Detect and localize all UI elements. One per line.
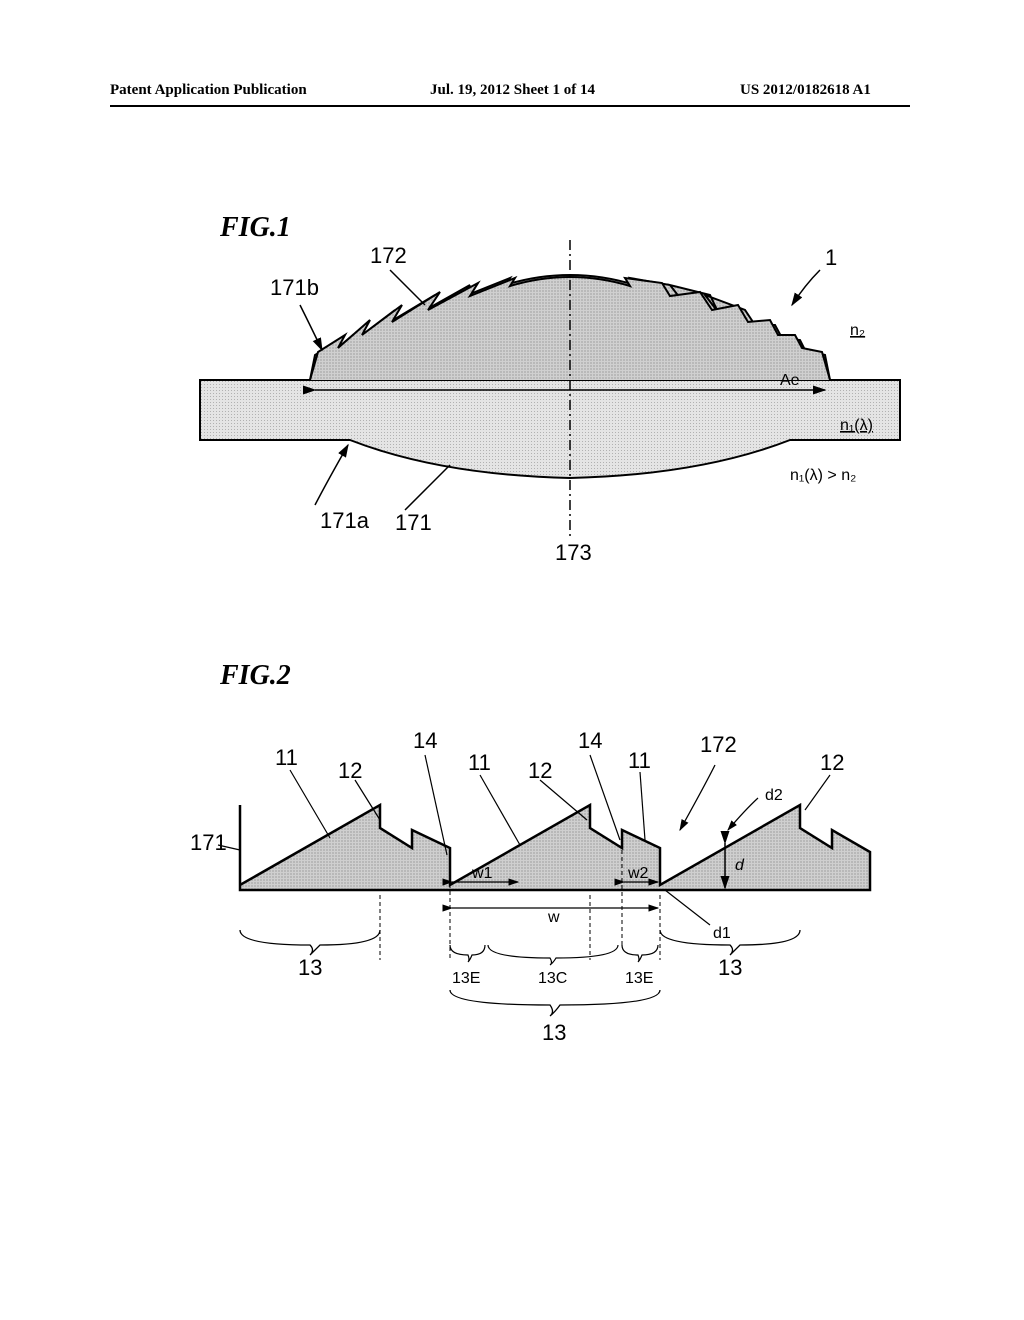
fig1-txt-n2: n₂ — [850, 322, 865, 339]
fig2-txt-d1: d1 — [713, 925, 731, 942]
fig2-l-11b — [480, 775, 520, 845]
fig2-l-11c — [640, 772, 645, 840]
fig1-leader-171b — [300, 305, 322, 350]
fig2-txt-w: w — [547, 909, 560, 926]
fig1-txt-173: 173 — [555, 540, 592, 565]
fig1-txt-ineq: n₁(λ) > n₂ — [790, 467, 856, 484]
fig2-brace-13-1 — [240, 930, 380, 955]
fig1-txt-ae: Ae — [780, 372, 800, 389]
fig2-txt-w1: w1 — [471, 865, 493, 882]
fig2-leader-172 — [680, 765, 715, 830]
fig2-txt-13b: 13 — [542, 1020, 566, 1045]
header-rule — [110, 105, 910, 107]
fig2-txt-11b: 11 — [468, 750, 491, 775]
fig2-txt-13c: 13 — [718, 955, 742, 980]
fig2-l-12c — [805, 775, 830, 810]
fig2-l-14b — [590, 755, 620, 840]
header-center: Jul. 19, 2012 Sheet 1 of 14 — [430, 82, 595, 99]
fig2-txt-11c: 11 — [628, 748, 651, 773]
fig1-txt-172: 172 — [370, 243, 407, 268]
fig2-d2-leader — [728, 798, 758, 830]
fig2-txt-171: 171 — [190, 830, 227, 855]
fig1-txt-n1: n₁(λ) — [840, 417, 873, 434]
fig2-txt-13a: 13 — [298, 955, 322, 980]
fig2-txt-12a: 12 — [338, 758, 362, 783]
fig2-body — [240, 805, 870, 890]
fig2-txt-14b: 14 — [578, 728, 602, 753]
fig2-txt-11a: 11 — [275, 745, 298, 770]
fig2-brace-13E2 — [622, 945, 658, 962]
fig2-txt-w2: w2 — [627, 865, 649, 882]
fig2-d1-leader — [665, 890, 710, 925]
fig2-txt-13E2: 13E — [625, 970, 653, 987]
fig2-txt-13E1: 13E — [452, 970, 480, 987]
fig2-txt-12b: 12 — [528, 758, 552, 783]
fig2-txt-13C: 13C — [538, 970, 567, 987]
fig2-txt-14a: 14 — [413, 728, 437, 753]
fig2-txt-d: d — [735, 857, 745, 874]
header-right: US 2012/0182618 A1 — [740, 82, 871, 99]
fig2-brace-13C — [488, 945, 618, 965]
fig1-leader-1 — [792, 270, 820, 305]
fig2-txt-d2: d2 — [765, 787, 783, 804]
fig1-leader-171a — [315, 445, 348, 505]
fig2-txt-12c: 12 — [820, 750, 844, 775]
fig2-diagram: 171 11 12 14 11 12 14 11 172 12 d2 d d1 … — [170, 690, 930, 1110]
fig1-diagram: 172 171b 1 n₂ Ae n₁(λ) n₁(λ) > n₂ 171a 1… — [170, 230, 930, 600]
fig2-brace-13-2 — [450, 990, 660, 1016]
fig1-txt-171a: 171a — [320, 508, 370, 533]
fig1-leader-172 — [390, 270, 425, 305]
fig2-txt-172: 172 — [700, 732, 737, 757]
fig2-l-11a — [290, 770, 330, 838]
fig1-txt-171b: 171b — [270, 275, 319, 300]
fig1-txt-171: 171 — [395, 510, 432, 535]
fig2-label: FIG.2 — [220, 660, 291, 692]
fig1-txt-1: 1 — [825, 245, 837, 270]
fig2-brace-13E1 — [450, 945, 485, 962]
fig1-leader-171 — [405, 465, 450, 510]
fig2-l-12b — [540, 780, 587, 820]
header-left: Patent Application Publication — [110, 82, 307, 99]
fig1-substrate — [200, 380, 900, 478]
